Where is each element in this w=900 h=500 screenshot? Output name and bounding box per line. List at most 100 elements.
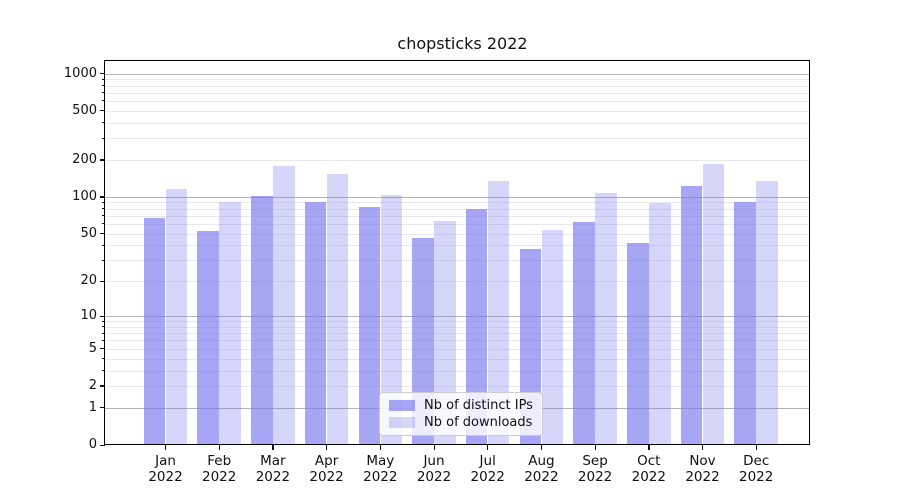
y-axis-minor-tick (102, 201, 105, 203)
minor-gridline (105, 281, 810, 283)
y-axis-minor-tick (102, 92, 105, 94)
minor-gridline (105, 358, 810, 360)
bar-downloads-aug (541, 229, 564, 445)
x-tick-label: Apr 2022 (309, 453, 344, 485)
minor-gridline (105, 245, 810, 247)
y-axis-minor-tick (102, 320, 105, 322)
x-tick-label: May 2022 (363, 453, 398, 485)
y-axis-minor-tick (102, 259, 105, 261)
x-tick-label: Sep 2022 (577, 453, 613, 485)
y-axis-tick (99, 233, 105, 235)
major-gridline (105, 73, 810, 75)
x-axis-tick (433, 445, 435, 450)
bar-downloads-oct (649, 203, 671, 445)
y-axis-tick (99, 110, 105, 112)
y-axis-tick (99, 280, 105, 283)
minor-gridline (105, 233, 810, 235)
y-axis-minor-tick (102, 223, 105, 225)
minor-gridline (105, 202, 810, 204)
x-axis-tick (272, 445, 274, 450)
y-axis-tick (99, 444, 105, 446)
x-tick-label: Jun 2022 (416, 453, 452, 485)
x-axis-tick (326, 445, 328, 450)
y-tick-label: 500 (72, 102, 97, 118)
x-tick-label: Aug 2022 (524, 453, 559, 485)
x-tick-label: Jul 2022 (470, 453, 505, 485)
major-gridline (105, 196, 810, 198)
legend-item-downloads: Nb of downloads (389, 415, 533, 430)
y-axis-minor-tick (102, 358, 105, 359)
minor-gridline (105, 110, 810, 112)
major-gridline (105, 316, 810, 318)
minor-gridline (105, 333, 810, 335)
x-axis-tick (487, 445, 489, 450)
minor-gridline (105, 208, 810, 210)
y-axis-minor-tick (102, 332, 105, 334)
bar-distinct-ips-jul (465, 208, 488, 445)
y-axis-minor-tick (102, 339, 105, 341)
y-tick-label: 200 (72, 151, 97, 167)
y-axis-minor-tick (102, 208, 105, 210)
x-tick-label: Mar 2022 (255, 453, 291, 485)
x-axis-tick (218, 445, 220, 450)
minor-gridline (105, 85, 810, 87)
bar-distinct-ips-oct (627, 242, 649, 445)
minor-gridline (105, 326, 810, 328)
legend-label-distinct-ips: Nb of distinct IPs (424, 397, 533, 413)
bar-distinct-ips-nov (680, 185, 703, 445)
x-axis-tick (755, 445, 757, 450)
bar-downloads-sep (595, 192, 617, 445)
x-tick-label: Jan 2022 (148, 453, 183, 485)
bar-downloads-jan (165, 189, 188, 445)
x-axis-tick (379, 445, 382, 450)
minor-gridline (105, 215, 810, 217)
bar-downloads-dec (756, 180, 778, 445)
x-tick-label: Dec 2022 (739, 453, 774, 485)
x-axis-tick (702, 445, 704, 450)
y-axis-minor-tick (102, 370, 105, 371)
minor-gridline (105, 79, 810, 81)
y-tick-label: 5 (88, 340, 97, 356)
minor-gridline (105, 321, 810, 323)
legend-item-distinct-ips: Nb of distinct IPs (389, 398, 533, 413)
y-axis-minor-tick (102, 137, 105, 139)
y-axis-minor-tick (102, 78, 105, 80)
y-tick-label: 50 (80, 225, 97, 241)
minor-gridline (105, 385, 810, 387)
x-axis-tick (594, 445, 596, 450)
y-axis-minor-tick (102, 122, 105, 124)
x-tick-label: Oct 2022 (631, 453, 666, 485)
minor-gridline (105, 92, 810, 94)
plot-area (105, 61, 810, 445)
legend-swatch-distinct-ips (389, 399, 415, 411)
bar-downloads-jul (487, 180, 510, 445)
y-axis-minor-tick (102, 100, 105, 102)
bar-downloads-apr (326, 173, 349, 445)
y-axis-tick (99, 315, 105, 317)
minor-gridline (105, 223, 810, 225)
bar-distinct-ips-apr (304, 201, 327, 445)
legend: Nb of distinct IPs Nb of downloads (379, 392, 543, 436)
y-axis-minor-tick (102, 215, 105, 217)
y-tick-label: 2 (88, 377, 97, 393)
bar-distinct-ips-mar (251, 196, 273, 445)
minor-gridline (105, 138, 810, 140)
minor-gridline (105, 348, 810, 350)
bar-downloads-nov (702, 164, 725, 445)
bar-distinct-ips-jan (143, 218, 166, 445)
bar-distinct-ips-feb (197, 230, 219, 445)
x-axis-tick (165, 445, 167, 450)
y-tick-label: 20 (80, 273, 97, 289)
bar-downloads-mar (273, 165, 295, 445)
bar-distinct-ips-dec (734, 201, 756, 445)
minor-gridline (105, 159, 810, 161)
y-tick-label: 100 (72, 188, 97, 204)
y-axis-minor-tick (102, 244, 105, 246)
y-axis-minor-tick (102, 85, 105, 86)
y-axis-tick (99, 159, 105, 161)
bar-distinct-ips-may (358, 206, 381, 445)
minor-gridline (105, 260, 810, 262)
y-axis-tick (99, 407, 105, 409)
legend-swatch-downloads (389, 417, 415, 429)
y-axis-tick (99, 73, 105, 75)
